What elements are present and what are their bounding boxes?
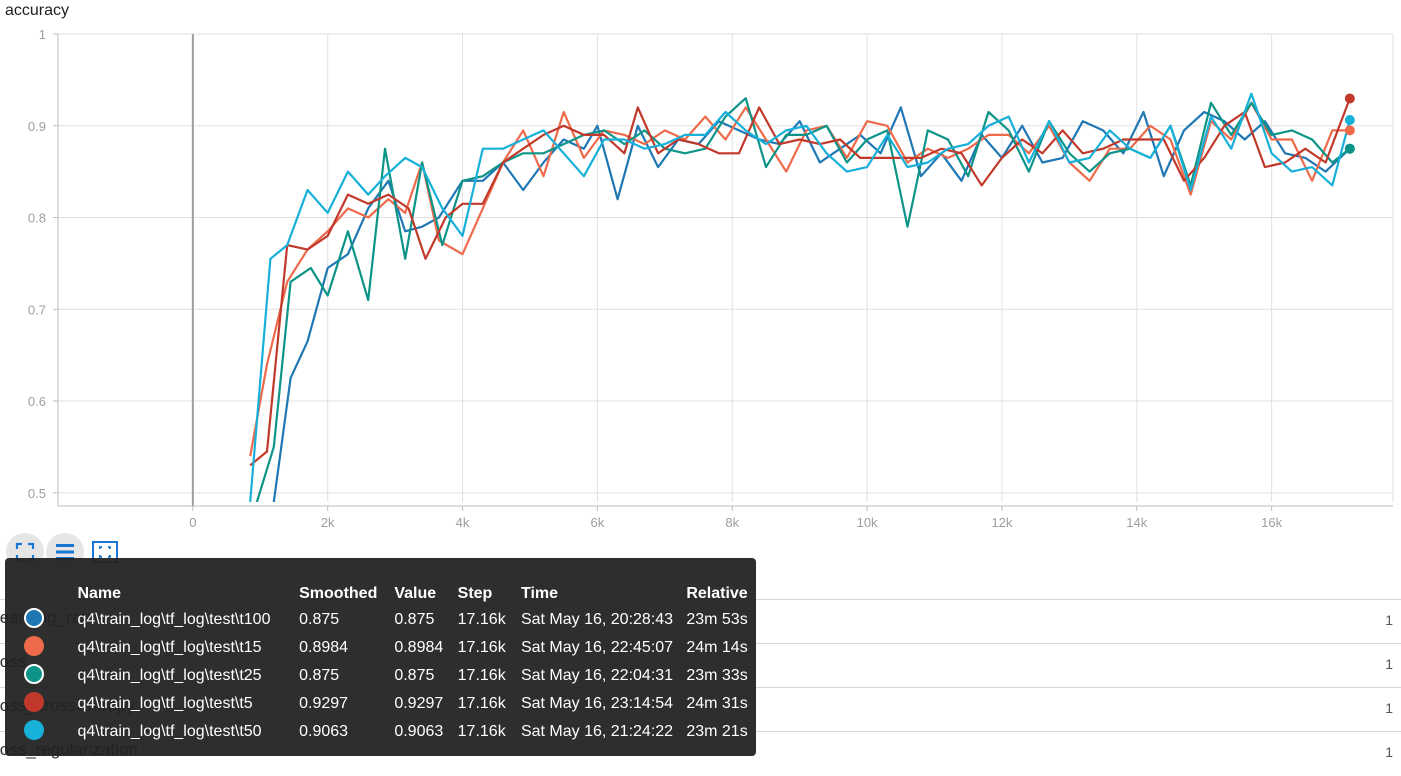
tooltip-smoothed: 0.8984 [299,639,349,656]
series-line [249,98,1351,467]
tooltip-step: 17.16k [457,723,506,740]
tooltip-value: 0.875 [394,667,435,684]
chart-tooltip: Name Smoothed Value Step Time Relative q… [5,558,756,756]
header-time: Time [520,585,559,602]
tooltip-name: q4\train_log\tf_log\test\t100 [77,611,271,628]
tooltip-smoothed: 0.9063 [299,723,349,740]
tooltip-time: Sat May 16, 23:14:54 [520,695,674,712]
grid [58,33,1394,502]
header-smoothed: Smoothed [299,585,378,602]
tooltip-table: Name Smoothed Value Step Time Relative q… [5,582,756,746]
x-tick-label: 14k [1126,515,1147,530]
section-count: 1 [1385,612,1393,628]
tooltip-name: q4\train_log\tf_log\test\t5 [77,695,253,712]
tooltip-value: 0.9297 [394,695,444,712]
header-value: Value [394,585,437,602]
series-color-swatch [24,635,44,656]
tooltip-name: q4\train_log\tf_log\test\t50 [77,723,262,740]
tooltip-relative: 24m 14s [686,639,748,656]
chart-title: accuracy [5,2,70,19]
y-tick-label: 0.8 [28,211,46,226]
tooltip-time: Sat May 16, 22:04:31 [520,667,674,684]
series-end-point [1344,93,1355,104]
series-end-point [1344,114,1355,125]
tooltip-smoothed: 0.875 [299,611,340,628]
tick-labels: 0 2k 4k 6k 8k 10k 12k 14k 16k 1 0.9 0.8 0.7 0.6 0.5 [28,27,1283,530]
tooltip-relative: 24m 31s [686,695,748,712]
y-tick-label: 0.6 [28,394,46,409]
tooltip-value: 0.9063 [394,723,444,740]
header-name: Name [77,585,122,602]
y-tick-label: 1 [39,27,46,42]
series-line [272,106,1351,502]
tooltip-time: Sat May 16, 20:28:43 [520,611,674,628]
tooltip-row: q4\train_log\tf_log\test\t50 0.9063 0.9063… [5,718,756,746]
section-count: 1 [1385,744,1393,760]
tooltip-relative: 23m 21s [686,723,748,740]
x-tick-label: 10k [857,515,878,530]
tooltip-name: q4\train_log\tf_log\test\t15 [77,639,262,656]
header-relative: Relative [686,585,748,602]
tooltip-name: q4\train_log\tf_log\test\t25 [77,667,262,684]
tooltip-smoothed: 0.9297 [299,695,349,712]
series-color-swatch [24,663,44,684]
x-tick-label: 6k [591,515,605,530]
x-tick-label: 0 [189,515,196,530]
tooltip-relative: 23m 33s [686,667,748,684]
tooltip-step: 17.16k [457,695,506,712]
series [249,92,1355,502]
tooltip-value: 0.8984 [394,639,444,656]
tooltip-step: 17.16k [457,611,506,628]
tooltip-smoothed: 0.875 [299,667,340,684]
series-end-point [1344,125,1355,136]
series-line [249,101,1350,457]
tooltip-row: q4\train_log\tf_log\test\t100 0.875 0.875 1… [5,606,756,634]
header-step: Step [457,585,493,602]
x-tick-label: 2k [321,515,335,530]
tooltip-time: Sat May 16, 22:45:07 [520,639,674,656]
accuracy-chart[interactable]: 0 2k 4k 6k 8k 10k 12k 14k 16k 1 0.9 0.8 0.7 0.6 0.5 [0,0,1401,530]
tooltip-row: q4\train_log\tf_log\test\t25 0.875 0.875 17… [5,662,756,690]
fullscreen-icon [15,542,35,562]
tooltip-relative: 23m 53s [686,611,748,628]
tooltip-step: 17.16k [457,639,506,656]
series-line [249,92,1351,502]
x-tick-label: 4k [456,515,470,530]
tooltip-row: q4\train_log\tf_log\test\t15 0.8984 0.8984… [5,634,756,662]
series-line [255,97,1351,502]
section-count: 1 [1385,700,1393,716]
x-tick-label: 8k [725,515,739,530]
y-tick-label: 0.7 [28,302,46,317]
series-end-point [1344,143,1355,154]
tooltip-time: Sat May 16, 21:24:22 [520,723,674,740]
x-tick-label: 12k [991,515,1012,530]
y-tick-label: 0.9 [28,119,46,134]
tooltip-header-row: Name Smoothed Value Step Time Relative [5,582,756,606]
tooltip-row: q4\train_log\tf_log\test\t5 0.9297 0.9297 1… [5,690,756,718]
axes [53,33,1393,511]
tooltip-value: 0.875 [394,611,435,628]
series-color-swatch [24,719,44,740]
series-color-swatch [24,691,44,712]
y-tick-label: 0.5 [28,486,46,501]
series-color-swatch [24,607,44,628]
tooltip-step: 17.16k [457,667,506,684]
x-tick-label: 16k [1261,515,1282,530]
section-count: 1 [1385,656,1393,672]
